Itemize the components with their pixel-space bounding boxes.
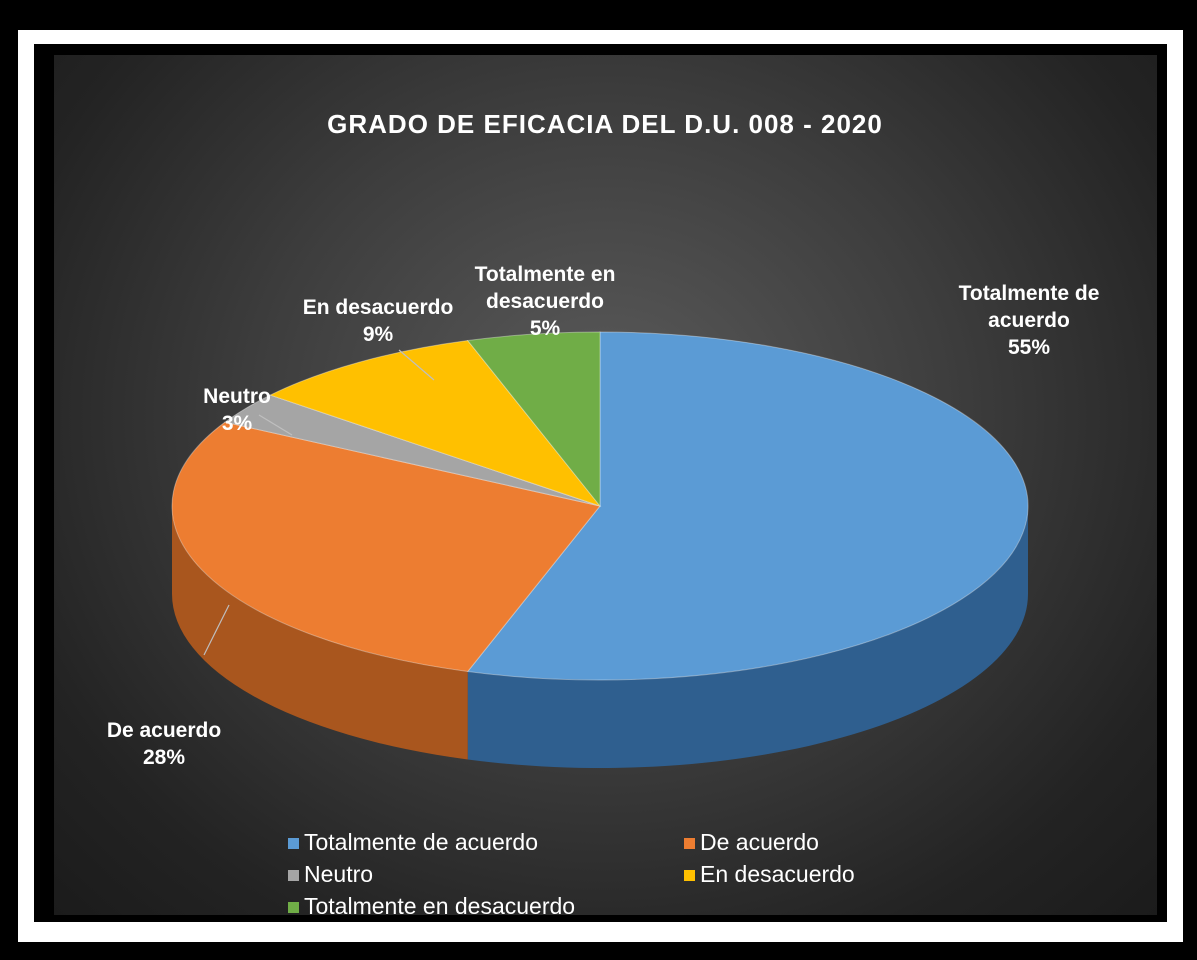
slice-side-totalmente-de-acuerdo bbox=[467, 506, 1028, 768]
inner-frame: GRADO DE EFICACIA DEL D.U. 008 - 2020 To… bbox=[34, 44, 1167, 922]
data-label-totalmente-en-desacuerdo: Totalmente en bbox=[475, 263, 616, 286]
legend-label-totalmente-de-acuerdo: Totalmente de acuerdo bbox=[304, 829, 538, 855]
data-label-totalmente-en-desacuerdo: desacuerdo bbox=[486, 290, 604, 313]
data-label-value-totalmente-de-acuerdo: 55% bbox=[1008, 336, 1050, 359]
legend-label-totalmente-en-desacuerdo: Totalmente en desacuerdo bbox=[304, 893, 575, 915]
leader-line bbox=[258, 414, 293, 436]
data-label-en-desacuerdo: En desacuerdo bbox=[303, 296, 454, 319]
legend-swatch-neutro bbox=[288, 870, 299, 881]
data-label-value-de-acuerdo: 28% bbox=[143, 746, 185, 769]
pie-sides bbox=[172, 506, 1028, 768]
leader-line bbox=[398, 349, 435, 381]
data-label-neutro: Neutro bbox=[203, 385, 271, 408]
data-label-value-totalmente-en-desacuerdo: 5% bbox=[530, 317, 561, 340]
data-label-de-acuerdo: De acuerdo bbox=[107, 719, 221, 742]
legend-swatch-totalmente-de-acuerdo bbox=[288, 838, 299, 849]
data-label-value-neutro: 3% bbox=[222, 412, 253, 435]
pie-tops bbox=[171, 331, 1029, 681]
data-label-value-en-desacuerdo: 9% bbox=[363, 323, 394, 346]
slice-neutro bbox=[223, 394, 601, 507]
pie-leader-lines bbox=[203, 349, 435, 656]
slice-en-desacuerdo bbox=[268, 339, 602, 508]
slice-totalmente-en-desacuerdo bbox=[466, 331, 601, 508]
leader-line bbox=[203, 604, 230, 656]
slice-de-acuerdo bbox=[171, 421, 601, 673]
chart-title: GRADO DE EFICACIA DEL D.U. 008 - 2020 bbox=[327, 109, 883, 139]
legend-swatch-de-acuerdo bbox=[684, 838, 695, 849]
pie-chart: GRADO DE EFICACIA DEL D.U. 008 - 2020 To… bbox=[107, 109, 1100, 915]
data-label-totalmente-de-acuerdo: acuerdo bbox=[988, 309, 1070, 332]
outer-frame: GRADO DE EFICACIA DEL D.U. 008 - 2020 To… bbox=[18, 30, 1183, 942]
data-label-totalmente-de-acuerdo: Totalmente de bbox=[959, 282, 1100, 305]
legend-label-en-desacuerdo: En desacuerdo bbox=[700, 861, 855, 887]
pie-data-labels: Totalmente de acuerdo 55% De acuerdo 28% Neut… bbox=[107, 263, 1100, 769]
legend-swatch-totalmente-en-desacuerdo bbox=[288, 902, 299, 913]
slice-totalmente-de-acuerdo bbox=[466, 331, 1029, 681]
legend-label-neutro: Neutro bbox=[304, 861, 373, 887]
legend-swatch-en-desacuerdo bbox=[684, 870, 695, 881]
chart-area: GRADO DE EFICACIA DEL D.U. 008 - 2020 To… bbox=[54, 55, 1157, 915]
legend: Totalmente de acuerdo De acuerdo Neutro En … bbox=[288, 829, 855, 915]
slice-side-de-acuerdo bbox=[172, 506, 468, 760]
legend-label-de-acuerdo: De acuerdo bbox=[700, 829, 819, 855]
